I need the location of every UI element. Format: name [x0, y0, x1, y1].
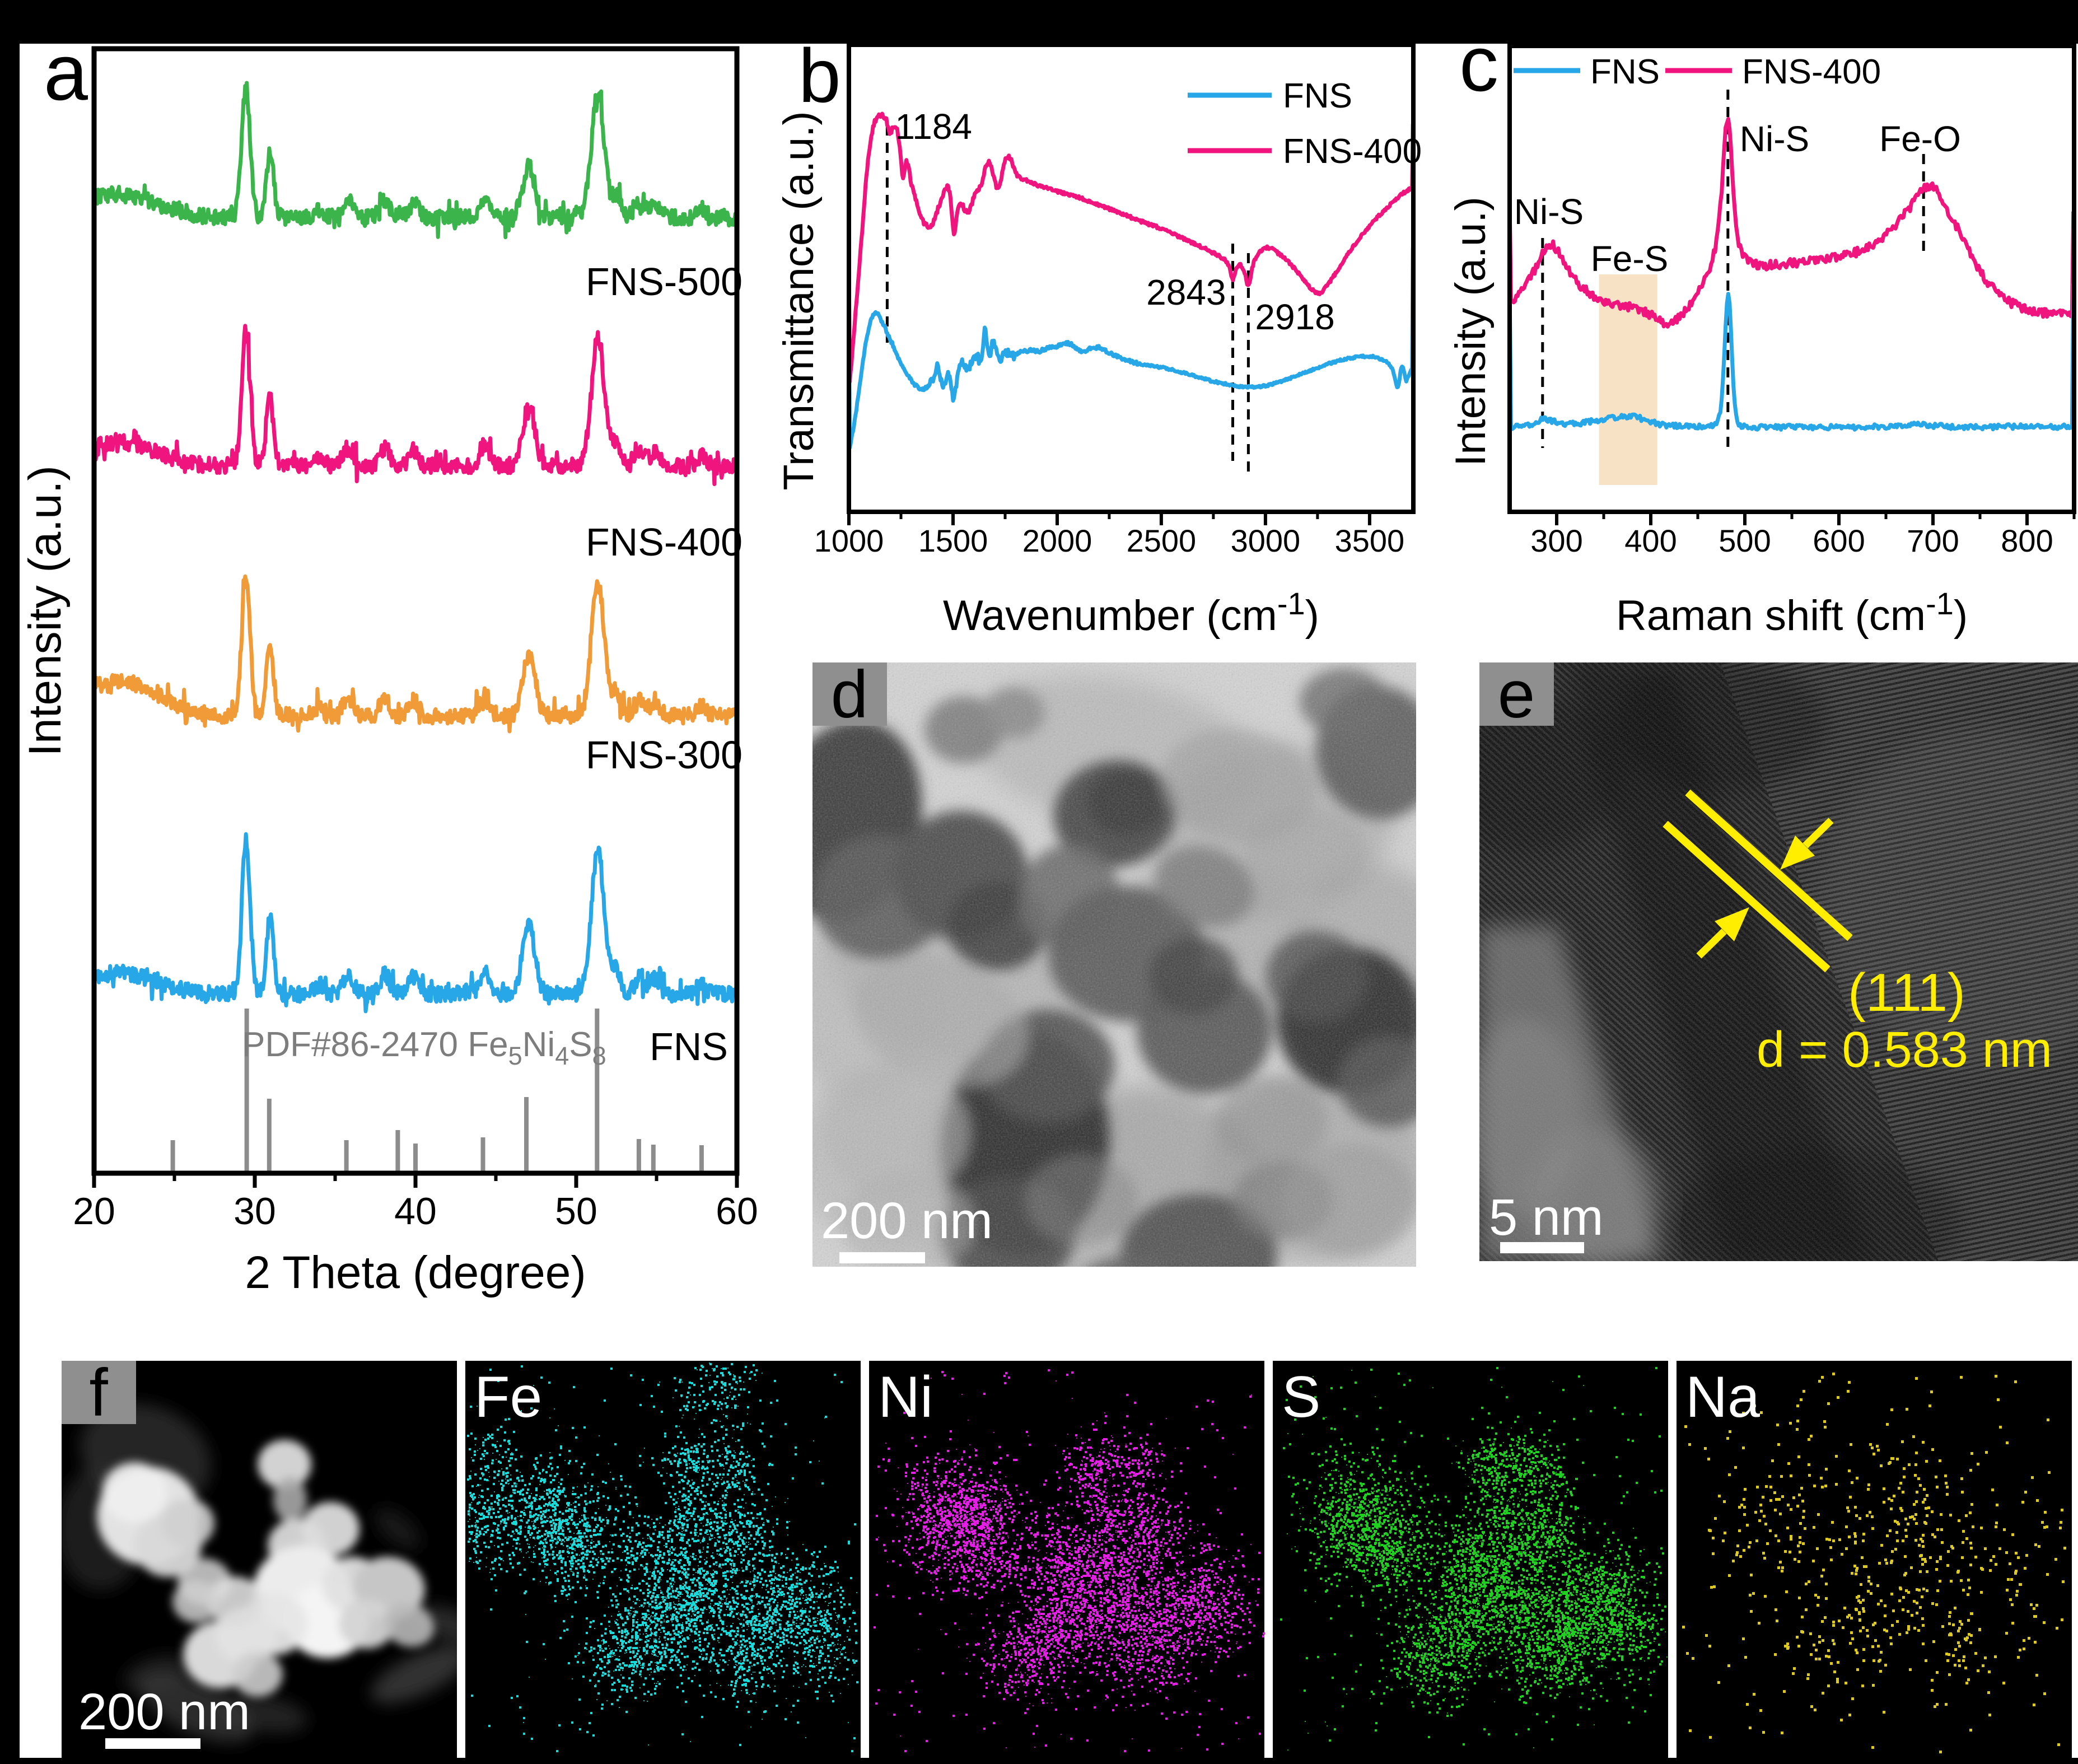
svg-text:3500: 3500 — [1335, 523, 1405, 558]
svg-text:20: 20 — [73, 1190, 115, 1233]
svg-text:S: S — [1282, 1365, 1320, 1430]
svg-text:a: a — [44, 28, 88, 117]
svg-text:50: 50 — [555, 1190, 597, 1233]
svg-text:Ni-S: Ni-S — [1514, 192, 1584, 232]
svg-text:600: 600 — [1813, 523, 1865, 558]
svg-text:Transmittance (a.u.): Transmittance (a.u.) — [775, 111, 823, 490]
svg-text:2843: 2843 — [1146, 272, 1226, 312]
svg-text:FNS-400: FNS-400 — [1742, 53, 1881, 91]
svg-text:1000: 1000 — [814, 523, 884, 558]
svg-text:FNS: FNS — [650, 1025, 728, 1068]
svg-text:FNS-400: FNS-400 — [586, 520, 743, 564]
svg-text:Fe-S: Fe-S — [1591, 239, 1669, 279]
svg-text:400: 400 — [1624, 523, 1677, 558]
svg-text:FNS-300: FNS-300 — [586, 733, 743, 777]
svg-text:Intensity (a.u.): Intensity (a.u.) — [20, 465, 71, 757]
svg-text:1184: 1184 — [895, 106, 972, 147]
svg-text:3000: 3000 — [1231, 523, 1301, 558]
svg-text:e: e — [1498, 657, 1535, 732]
svg-text:c: c — [1459, 20, 1498, 108]
svg-text:2500: 2500 — [1127, 523, 1197, 558]
svg-text:Na: Na — [1685, 1365, 1760, 1430]
svg-text:FNS-500: FNS-500 — [586, 260, 743, 304]
svg-text:d: d — [831, 657, 868, 732]
svg-text:500: 500 — [1719, 523, 1771, 558]
svg-text:Wavenumber (cm-1): Wavenumber (cm-1) — [943, 586, 1319, 640]
svg-text:Ni-S: Ni-S — [1740, 119, 1809, 159]
svg-text:60: 60 — [716, 1190, 758, 1233]
svg-text:FNS: FNS — [1283, 77, 1352, 115]
svg-text:Ni: Ni — [878, 1365, 933, 1430]
svg-text:b: b — [798, 33, 841, 118]
svg-text:2000: 2000 — [1022, 523, 1092, 558]
svg-text:1500: 1500 — [918, 523, 988, 558]
svg-text:d = 0.583 nm: d = 0.583 nm — [1757, 1022, 2052, 1078]
svg-text:FNS-400: FNS-400 — [1283, 132, 1422, 171]
svg-text:30: 30 — [234, 1190, 276, 1233]
svg-text:5 nm: 5 nm — [1489, 1189, 1604, 1246]
svg-text:f: f — [89, 1355, 108, 1430]
svg-text:Intensity (a.u.): Intensity (a.u.) — [1447, 197, 1495, 466]
svg-text:2 Theta (degree): 2 Theta (degree) — [245, 1247, 586, 1298]
svg-text:PDF#86-2470 Fe5Ni4S8: PDF#86-2470 Fe5Ni4S8 — [242, 1025, 606, 1070]
svg-text:2918: 2918 — [1255, 297, 1334, 337]
svg-text:Raman shift (cm-1): Raman shift (cm-1) — [1616, 586, 1968, 640]
svg-text:800: 800 — [2001, 523, 2053, 558]
svg-text:Fe-O: Fe-O — [1879, 119, 1961, 159]
svg-text:200 nm: 200 nm — [821, 1192, 993, 1249]
svg-text:Fe: Fe — [474, 1365, 542, 1430]
svg-text:300: 300 — [1530, 523, 1582, 558]
svg-text:700: 700 — [1907, 523, 1959, 558]
svg-text:FNS: FNS — [1590, 53, 1660, 91]
svg-text:200 nm: 200 nm — [78, 1683, 250, 1740]
svg-text:(111): (111) — [1848, 963, 1965, 1023]
svg-text:40: 40 — [394, 1190, 437, 1233]
